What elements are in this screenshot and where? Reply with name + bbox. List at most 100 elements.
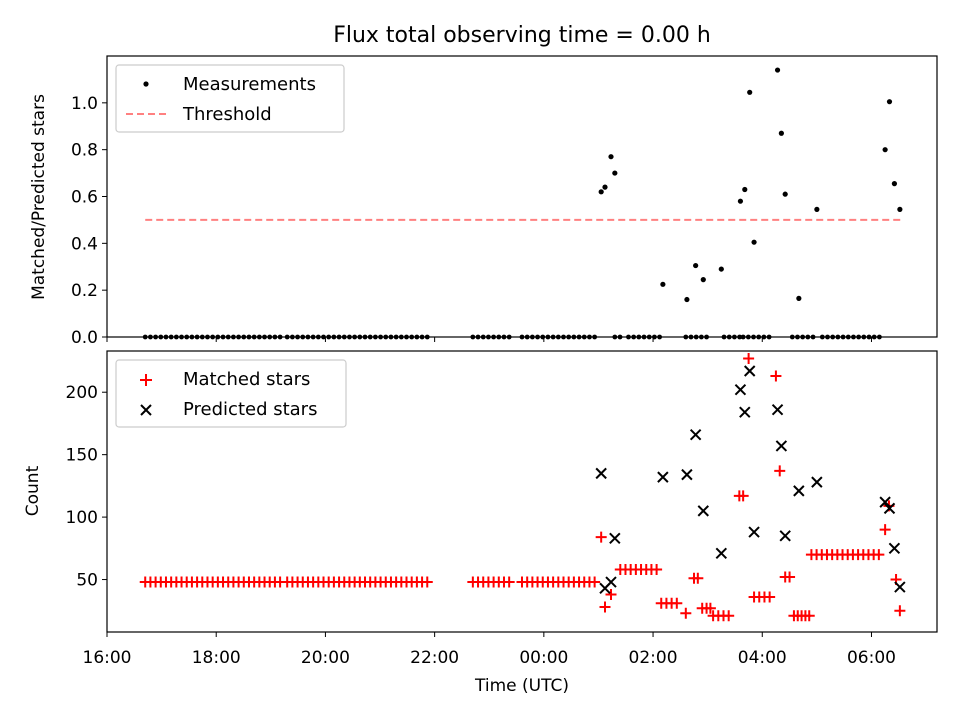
legend-matched-marker xyxy=(140,374,152,386)
legend-measurements-label: Measurements xyxy=(183,74,316,95)
measurement-point xyxy=(660,281,666,287)
measurement-point xyxy=(778,130,784,136)
matched-star-point xyxy=(743,352,755,364)
predicted-star-point xyxy=(811,476,823,488)
bottom-plot-frame xyxy=(106,350,938,633)
matched-star-point xyxy=(784,571,796,583)
top-chart-title: Flux total observing time = 0.00 h xyxy=(333,23,711,48)
predicted-star-point xyxy=(888,542,901,555)
matched-star-point xyxy=(803,610,815,622)
top-plot-frame xyxy=(106,55,938,338)
predicted-star-point xyxy=(697,505,709,517)
predicted-star-point xyxy=(771,403,784,416)
top-y-tick-label: 0.6 xyxy=(71,188,98,208)
matched-star-point xyxy=(671,597,683,609)
legend-predicted-marker xyxy=(140,404,152,416)
matched-star-point xyxy=(723,610,735,622)
measurement-point xyxy=(598,189,604,195)
predicted-star-point xyxy=(743,365,756,377)
bottom-y-tick-label: 150 xyxy=(66,446,98,466)
measurement-point xyxy=(814,206,820,212)
bottom-panel: Count Time (UTC) 50 100 150 200 16:00 18:00 20… xyxy=(23,350,938,696)
matched-star-point xyxy=(692,572,704,584)
predicted-star-point xyxy=(775,440,788,452)
legend-threshold-label: Threshold xyxy=(182,104,272,125)
measurement-point xyxy=(684,296,690,303)
matched-star-point xyxy=(680,607,692,619)
measurement-point xyxy=(747,89,753,95)
measurement-point xyxy=(718,266,724,272)
bottom-legend: Matched stars Predicted stars xyxy=(115,359,347,428)
predicted-star-point xyxy=(605,576,617,588)
top-y-tick-label: 0.4 xyxy=(71,234,98,254)
measurement-point xyxy=(602,184,608,190)
predicted-star-point xyxy=(748,526,760,538)
bottom-y-tick-label: 200 xyxy=(66,383,98,403)
bottom-legend-box xyxy=(115,359,347,428)
matched-star-point xyxy=(503,576,515,588)
legend-matched-label: Matched stars xyxy=(183,369,310,390)
top-y-tick-label: 0.8 xyxy=(71,141,98,161)
measurement-point xyxy=(737,198,744,204)
bottom-x-axis-label: Time (UTC) xyxy=(474,676,569,696)
matched-star-point xyxy=(770,370,782,382)
matched-star-point xyxy=(894,605,906,617)
predicted-star-point xyxy=(657,471,669,483)
matched-star-point xyxy=(599,601,611,613)
measurement-point xyxy=(774,67,781,73)
legend-measurements-marker xyxy=(143,81,149,87)
measurement-point xyxy=(742,186,748,193)
bottom-x-tick-label: 04:00 xyxy=(738,648,787,668)
matched-star-point xyxy=(873,549,885,561)
matched-star-point xyxy=(879,524,891,536)
measurement-point xyxy=(751,239,757,245)
measurement-point xyxy=(882,147,888,153)
matched-star-point xyxy=(421,576,433,588)
measurement-point xyxy=(897,206,903,212)
measurement-point xyxy=(886,99,893,105)
bottom-x-tick-label: 16:00 xyxy=(83,648,132,668)
bottom-y-tick-label: 50 xyxy=(76,571,98,591)
bottom-x-tick-label: 22:00 xyxy=(410,648,459,668)
matched-star-point xyxy=(774,465,786,477)
predicted-star-point xyxy=(595,467,607,480)
matched-star-point xyxy=(605,589,617,601)
predicted-star-point xyxy=(734,384,747,396)
measurement-point xyxy=(782,191,788,197)
top-y-tick-label: 0.2 xyxy=(71,281,98,301)
measurement-point xyxy=(608,154,614,160)
predicted-star-point xyxy=(681,468,693,481)
predicted-star-point xyxy=(883,502,896,515)
predicted-star-point xyxy=(689,428,702,441)
bottom-x-tick-label: 20:00 xyxy=(301,648,350,668)
top-y-tick-label: 0.0 xyxy=(71,328,98,348)
predicted-star-point xyxy=(715,547,728,560)
top-y-axis-label: Matched/Predicted stars xyxy=(29,94,49,300)
top-legend: Measurements Threshold xyxy=(115,64,345,133)
measurement-point xyxy=(891,181,898,187)
predicted-star-point xyxy=(793,485,805,497)
bottom-y-axis-label: Count xyxy=(23,465,43,516)
bottom-y-tick-label: 100 xyxy=(66,508,98,528)
top-legend-box xyxy=(115,64,345,133)
bottom-x-tick-label: 02:00 xyxy=(629,648,678,668)
top-panel: Flux total observing time = 0.00 h Match… xyxy=(29,23,938,348)
bottom-x-tick-label: 06:00 xyxy=(847,648,896,668)
measurement-point xyxy=(700,277,706,283)
top-y-tick-label: 1.0 xyxy=(71,94,98,114)
matched-star-point xyxy=(764,591,776,603)
matched-star-point xyxy=(595,531,607,543)
matched-star-point xyxy=(704,602,716,614)
predicted-star-point xyxy=(739,406,751,418)
bottom-plot-area: 50 100 150 200 16:00 18:00 20:00 22:00 00:00 02:0… xyxy=(66,352,906,668)
matched-star-point xyxy=(589,576,601,588)
predicted-star-point xyxy=(894,581,906,593)
predicted-star-point xyxy=(609,532,621,545)
matched-star-point xyxy=(737,490,749,502)
legend-predicted-label: Predicted stars xyxy=(183,399,317,420)
predicted-star-point xyxy=(779,530,791,542)
predicted-star-point xyxy=(879,496,891,508)
bottom-x-tick-label: 18:00 xyxy=(192,648,241,668)
measurement-point xyxy=(693,262,699,269)
